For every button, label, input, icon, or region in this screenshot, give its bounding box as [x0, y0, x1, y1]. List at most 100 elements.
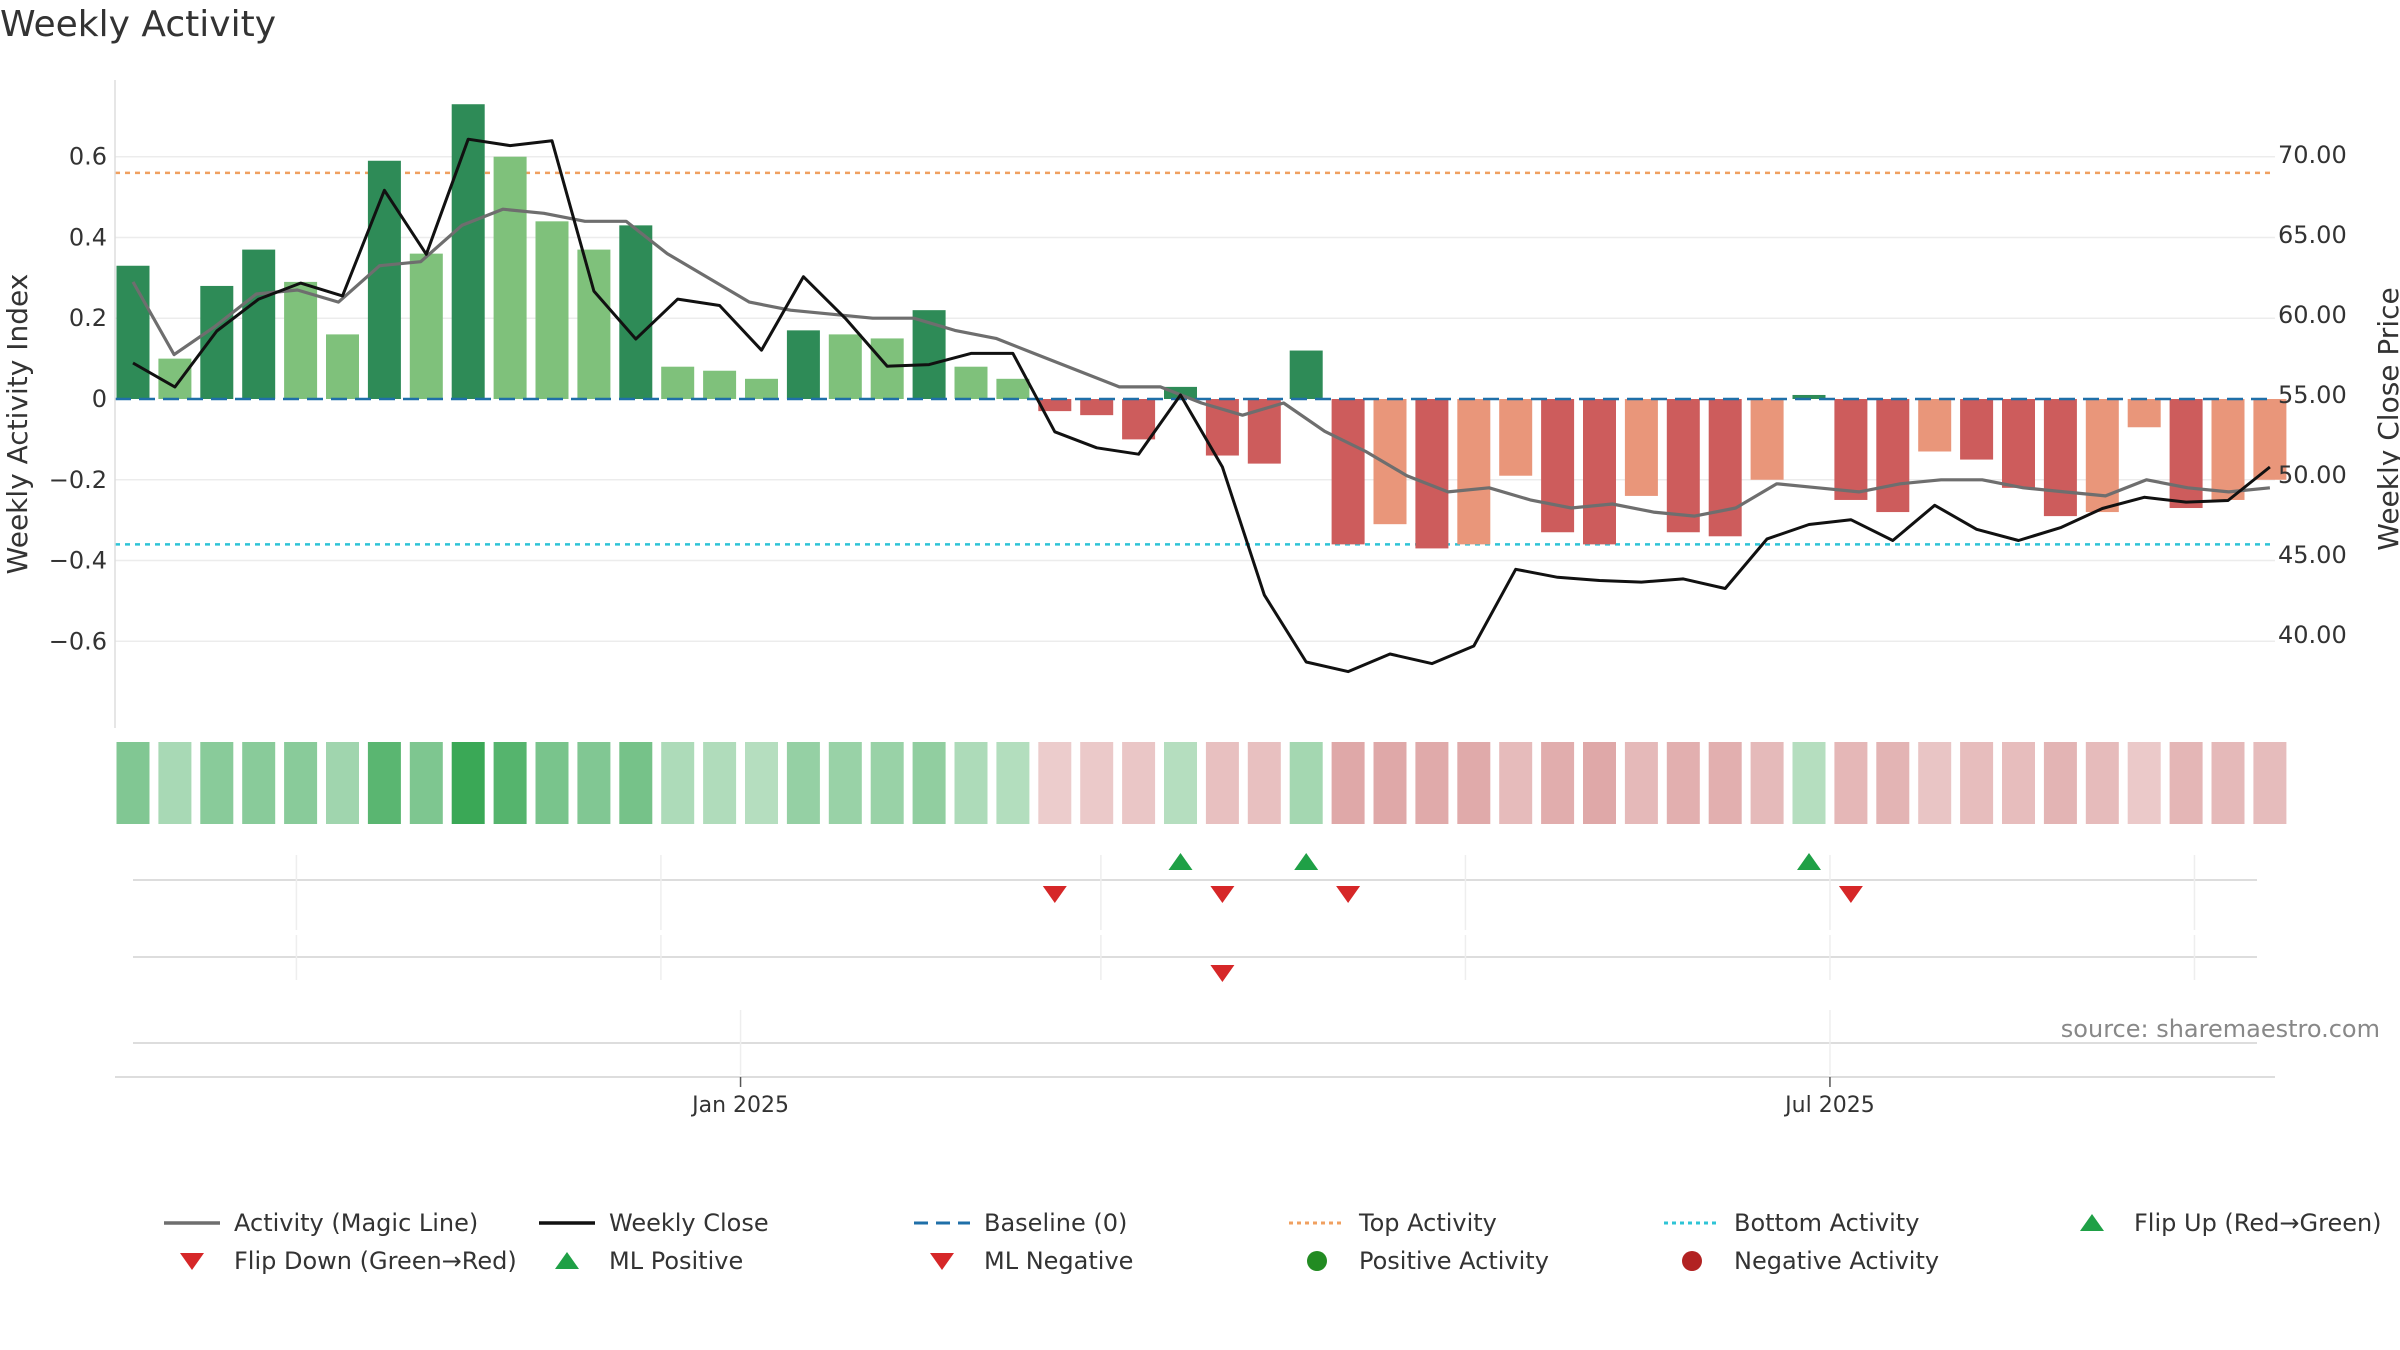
legend-circle-icon [1307, 1251, 1327, 1271]
activity-bar [1624, 399, 1658, 496]
legend-label: Activity (Magic Line) [234, 1209, 479, 1237]
heat-cell [409, 742, 443, 824]
heat-cell [828, 742, 862, 824]
activity-bar [2169, 399, 2203, 509]
activity-bar [2211, 399, 2245, 500]
heat-cell [1457, 742, 1491, 824]
left-tick-label: −0.6 [49, 627, 107, 655]
legend-label: Bottom Activity [1734, 1209, 1920, 1237]
activity-bar [1038, 399, 1072, 412]
legend-tri-up-icon [2080, 1214, 2104, 1231]
legend-tri-down-icon [180, 1253, 204, 1270]
heat-cell [619, 742, 653, 824]
right-tick-label: 50.00 [2278, 461, 2347, 489]
activity-bar [284, 281, 318, 399]
heat-cell [2085, 742, 2119, 824]
activity-bar [1666, 399, 1700, 533]
heat-cell [1038, 742, 1072, 824]
activity-bar [786, 330, 820, 399]
legend-item: Flip Up (Red→Green) [2060, 1205, 2382, 1241]
legend-item: Activity (Magic Line) [160, 1205, 478, 1241]
activity-bar [619, 225, 653, 399]
heat-cell [1960, 742, 1994, 824]
activity-bar [158, 358, 192, 399]
activity-bar [1457, 399, 1491, 545]
activity-bar [2253, 399, 2287, 480]
legend-dot-line-icon [1289, 1221, 1345, 1225]
activity-bar [1708, 399, 1742, 537]
legend-item: ML Positive [535, 1243, 743, 1279]
ml-negative-marker [1336, 886, 1361, 903]
activity-bar [451, 104, 485, 400]
heat-cell [2169, 742, 2203, 824]
legend-item: Top Activity [1285, 1205, 1497, 1241]
ml-positive-marker [1168, 853, 1193, 870]
legend-item: Bottom Activity [1660, 1205, 1919, 1241]
heat-strip [116, 742, 2287, 824]
heat-cell [1708, 742, 1742, 824]
activity-bar [745, 378, 778, 399]
heat-cell [954, 742, 988, 824]
legend-tri-down-icon [930, 1253, 954, 1270]
heat-cell [1918, 742, 1952, 824]
activity-bar [2002, 399, 2035, 488]
activity-bar [703, 370, 737, 399]
legend-circle-icon [1682, 1251, 1702, 1271]
heat-cell [200, 742, 234, 824]
heat-cell [367, 742, 401, 824]
heat-cell [1415, 742, 1449, 824]
activity-bars [116, 104, 2287, 549]
activity-bar [1583, 399, 1616, 545]
legend-label: ML Negative [984, 1247, 1134, 1275]
activity-bar [326, 334, 359, 399]
heat-cell [116, 742, 150, 824]
activity-bar [1834, 399, 1868, 500]
legend-label: Flip Up (Red→Green) [2134, 1209, 2382, 1237]
left-tick-label: −0.4 [49, 547, 107, 575]
heat-cell [1080, 742, 1114, 824]
chart-title: Weekly Activity [0, 4, 277, 45]
heat-cell [870, 742, 904, 824]
heat-cell [2002, 742, 2035, 824]
activity-bar [1373, 399, 1407, 525]
heat-cell [2253, 742, 2287, 824]
left-tick-label: 0.6 [69, 143, 107, 171]
legend-label: Baseline (0) [984, 1209, 1128, 1237]
heat-cell [577, 742, 611, 824]
legend-dash-icon [914, 1221, 970, 1225]
heat-cell [535, 742, 569, 824]
ml-negative-marker [1042, 886, 1067, 903]
heat-cell [745, 742, 778, 824]
activity-bar [1289, 350, 1323, 399]
heat-cell [1122, 742, 1156, 824]
heat-cell [1247, 742, 1281, 824]
legend-dot-line-icon [1664, 1221, 1720, 1225]
ml-positive-marker [1797, 853, 1821, 870]
heat-cell [1834, 742, 1868, 824]
activity-bar [535, 221, 569, 399]
heat-cell [661, 742, 695, 824]
legend-label: Weekly Close [609, 1209, 769, 1237]
activity-bar [1876, 399, 1910, 513]
heat-cell [1792, 742, 1826, 824]
x-axis: Jan 2025 Jul 2025 [115, 1076, 2275, 1118]
activity-bar [954, 366, 988, 399]
left-tick-label: 0.4 [69, 223, 107, 251]
legend-label: Flip Down (Green→Red) [234, 1247, 517, 1275]
activity-bar [367, 160, 401, 399]
activity-bar [242, 249, 276, 399]
right-tick-label: 60.00 [2278, 301, 2347, 329]
activity-bar [1792, 394, 1826, 399]
magic-line-series [131, 207, 2271, 518]
left-tick-label: 0.2 [69, 304, 107, 332]
activity-bar [577, 249, 611, 399]
series-lines [115, 137, 2275, 674]
legend-item: Positive Activity [1285, 1243, 1549, 1279]
source-note: source: sharemaestro.com [2060, 1015, 2380, 1043]
heat-cell [1205, 742, 1239, 824]
heat-cell [1583, 742, 1616, 824]
heat-cell [1666, 742, 1700, 824]
legend-item: Negative Activity [1660, 1243, 1939, 1279]
ml-negative-marker [1210, 886, 1235, 903]
legend-item: Baseline (0) [910, 1205, 1127, 1241]
